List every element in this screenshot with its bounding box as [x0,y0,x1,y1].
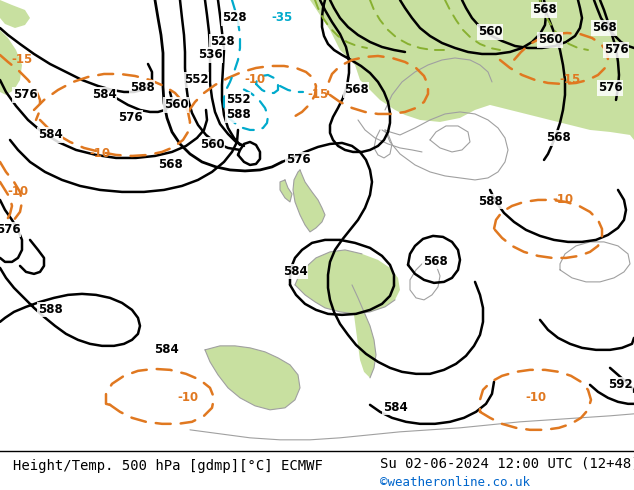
Text: 568: 568 [344,83,368,97]
Text: 568: 568 [592,22,616,34]
Text: 592: 592 [607,378,632,392]
Text: Height/Temp. 500 hPa [gdmp][°C] ECMWF: Height/Temp. 500 hPa [gdmp][°C] ECMWF [13,459,323,473]
Text: 588: 588 [226,108,250,122]
Text: 552: 552 [184,74,209,86]
Text: -10: -10 [552,194,574,206]
Text: -15: -15 [11,53,32,67]
Polygon shape [590,0,634,45]
Text: 528: 528 [222,11,247,24]
Polygon shape [500,0,595,30]
Text: 576: 576 [604,44,628,56]
Polygon shape [293,170,325,232]
Text: 568: 568 [532,3,557,17]
Text: -10: -10 [245,74,266,86]
Text: Su 02-06-2024 12:00 UTC (12+48): Su 02-06-2024 12:00 UTC (12+48) [380,457,634,471]
Polygon shape [295,250,400,314]
Text: -35: -35 [271,11,293,24]
Polygon shape [310,0,634,140]
Text: 568: 568 [423,255,448,269]
Text: -10: -10 [178,392,198,404]
Text: 576: 576 [286,153,310,167]
Polygon shape [420,0,585,58]
Text: 568: 568 [158,158,183,172]
Polygon shape [205,346,300,410]
Text: 584: 584 [283,266,307,278]
Text: 576: 576 [598,81,623,95]
Text: 560: 560 [164,98,188,111]
Text: 588: 588 [129,81,154,95]
Text: ©weatheronline.co.uk: ©weatheronline.co.uk [380,476,531,490]
Text: 584: 584 [153,343,178,356]
Text: -10: -10 [526,392,547,404]
Text: 568: 568 [546,131,571,145]
Text: 584: 584 [92,89,117,101]
Text: 576: 576 [13,89,37,101]
Text: 560: 560 [200,139,224,151]
Text: 588: 588 [477,196,502,208]
Text: -15: -15 [307,89,328,101]
Text: 536: 536 [198,49,223,61]
Text: 552: 552 [226,94,250,106]
Text: -10: -10 [89,147,110,160]
Text: 584: 584 [37,128,62,142]
Text: -15: -15 [559,74,581,86]
Polygon shape [0,0,30,28]
Text: 560: 560 [477,25,502,39]
Polygon shape [280,180,292,202]
Text: 576: 576 [118,111,142,124]
Text: 584: 584 [383,401,408,415]
Polygon shape [0,30,22,95]
Text: 588: 588 [37,303,62,317]
Text: -10: -10 [8,185,29,198]
Text: 576: 576 [0,223,20,236]
Polygon shape [352,285,376,378]
Text: 528: 528 [210,35,235,49]
Text: 560: 560 [538,33,562,47]
Polygon shape [560,0,634,40]
